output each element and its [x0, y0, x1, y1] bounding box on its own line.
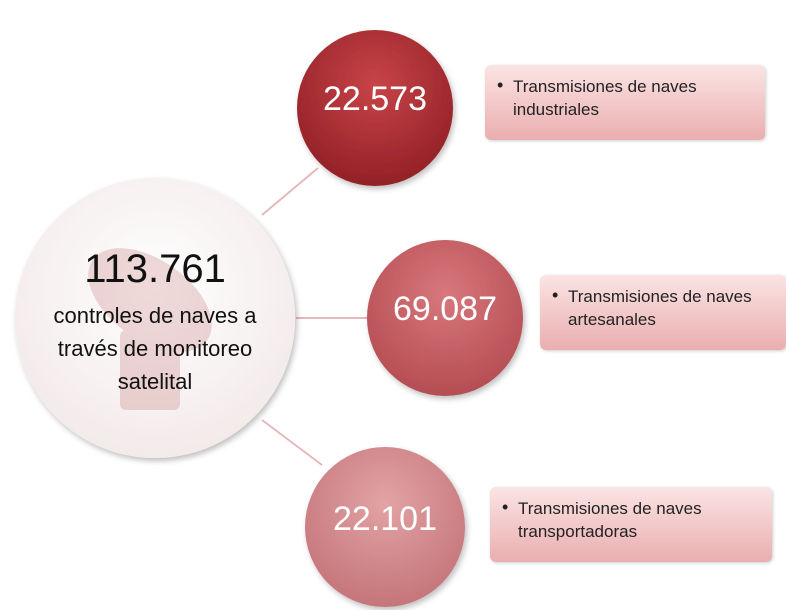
- center-value: 113.761: [84, 247, 226, 291]
- branch-value: 69.087: [393, 290, 497, 328]
- label-text: Transmisiones de naves artesanales: [568, 287, 752, 329]
- branch-label: Transmisiones de naves transportadoras: [490, 487, 772, 562]
- branch-label: Transmisiones de naves industriales: [485, 65, 765, 140]
- center-label: controles de naves a través de monitoreo…: [53, 303, 257, 394]
- branch-value: 22.101: [333, 500, 437, 538]
- center-circle: [15, 178, 295, 458]
- branch-value: 22.573: [323, 80, 427, 118]
- branch-label: Transmisiones de naves artesanales: [540, 275, 786, 350]
- connector: [261, 419, 323, 466]
- center-node: 113.761 controles de naves a través de m…: [15, 245, 295, 398]
- connector: [261, 167, 319, 216]
- branch-circle: [297, 30, 453, 186]
- branch-circle: [367, 240, 523, 396]
- label-text: Transmisiones de naves transportadoras: [518, 499, 702, 541]
- branch-circle: [305, 447, 465, 607]
- satellite-icon: [88, 248, 212, 410]
- label-text: Transmisiones de naves industriales: [513, 77, 697, 119]
